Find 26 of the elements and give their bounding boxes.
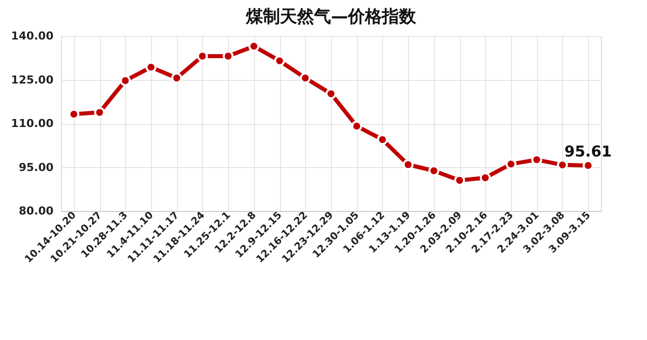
point: [506, 158, 516, 170]
point: [146, 62, 156, 73]
point: [326, 88, 336, 100]
point: [300, 72, 311, 84]
y-tick-label: 95.00: [18, 160, 54, 174]
point: [94, 106, 106, 118]
point: [248, 40, 260, 52]
point: [402, 159, 414, 170]
point: [556, 159, 568, 170]
y-tick-label: 110.00: [11, 117, 54, 130]
point: [428, 165, 440, 176]
point: [376, 134, 388, 146]
point: [480, 172, 491, 184]
point: [120, 75, 131, 86]
point: [454, 174, 466, 186]
point: [274, 55, 286, 66]
point: [582, 160, 594, 171]
point: [196, 50, 208, 62]
point: [222, 50, 234, 62]
y-tick-label: 140.00: [11, 30, 54, 42]
point: [171, 72, 182, 84]
point: [351, 120, 362, 132]
data-label: 95.61: [564, 142, 612, 160]
point: [531, 154, 542, 166]
chart-title: 煤制天然气—价格指数: [245, 7, 417, 27]
y-tick-label: 125.00: [11, 73, 54, 86]
